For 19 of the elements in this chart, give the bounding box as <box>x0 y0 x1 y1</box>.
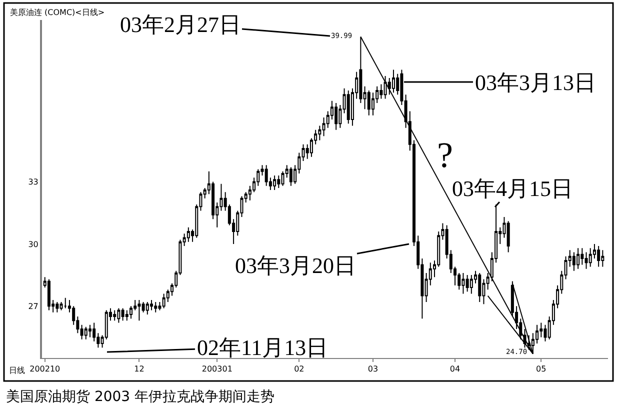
x-tick-label: 12 <box>134 364 144 374</box>
chart-title: 美原油连 (COMC)<日线> <box>10 8 105 17</box>
y-tick-label: 27 <box>28 302 38 311</box>
annotation: 02年11月13日 <box>197 335 328 360</box>
x-tick-label: 02 <box>294 364 304 374</box>
annotation: 03年3月13日 <box>475 70 596 95</box>
y-tick-label: 30 <box>28 240 38 249</box>
annotation: ? <box>437 135 453 175</box>
x-axis-title: 日线 <box>9 366 25 375</box>
annotation: 03年3月20日 <box>235 253 356 278</box>
y-tick-label: 33 <box>28 178 38 187</box>
x-tick-label: 200301 <box>202 364 232 374</box>
annotation: 03年2月27日 <box>120 12 241 37</box>
x-tick-label: 03 <box>368 364 378 374</box>
text: 美国原油期货 2003 年伊拉克战争期间走势 <box>6 389 275 405</box>
annotation: 03年4月15日 <box>452 176 573 201</box>
x-tick-label: 04 <box>450 364 460 374</box>
x-tick-label: 05 <box>536 364 546 374</box>
x-tick-label: 200210 <box>30 364 60 374</box>
